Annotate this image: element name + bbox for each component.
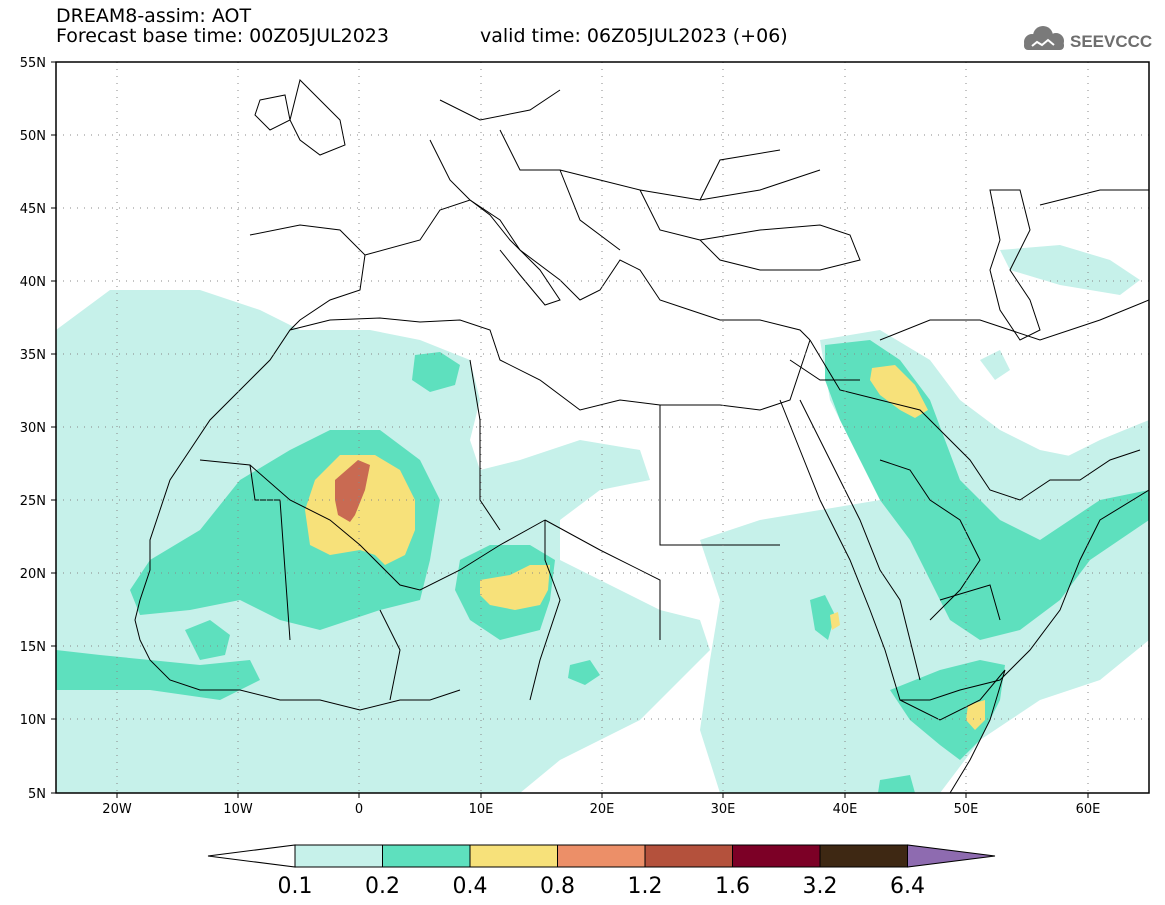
lat-label: 40N: [20, 275, 46, 290]
coastlines-borders: [134, 79, 1149, 793]
lat-label: 50N: [20, 129, 46, 144]
cloud-icon: [1024, 26, 1064, 50]
forecast-base-time: Forecast base time: 00Z05JUL2023: [56, 25, 389, 47]
graticule: [56, 62, 1149, 793]
lat-label: 15N: [20, 640, 46, 655]
lat-label: 30N: [20, 421, 46, 436]
map-title: DREAM8-assim: AOT: [56, 5, 252, 27]
lat-label: 35N: [20, 348, 46, 363]
lat-label: 45N: [20, 202, 46, 217]
lon-label: 0: [355, 802, 363, 817]
lon-label: 20E: [590, 802, 615, 817]
valid-time: valid time: 06Z05JUL2023 (+06): [480, 25, 788, 47]
lat-label: 5N: [28, 787, 46, 802]
lon-label: 10E: [469, 802, 494, 817]
lon-label: 50E: [954, 802, 979, 817]
lat-label: 25N: [20, 494, 46, 509]
axis-ticks: [51, 61, 1089, 798]
lon-label: 30E: [711, 802, 736, 817]
aot-contour-0.4: [305, 365, 985, 730]
map-field: [56, 62, 1149, 793]
seevccc-logo: SEEVCCC: [1024, 26, 1152, 51]
lon-label: 60E: [1076, 802, 1101, 817]
lon-label: 20W: [102, 802, 132, 817]
lon-label: 40E: [833, 802, 858, 817]
logo-text: SEEVCCC: [1070, 32, 1152, 51]
lat-label: 10N: [20, 713, 46, 728]
aot-contour-1.2: [335, 460, 370, 522]
lon-label: 10W: [223, 802, 253, 817]
lon-labels: 20W 10W 0 10E 20E 30E 40E 50E 60E: [102, 802, 1100, 817]
lat-labels: 55N 50N 45N 40N 35N 30N 25N 20N 15N 10N …: [20, 56, 46, 802]
lat-label: 20N: [20, 567, 46, 582]
lat-label: 55N: [20, 56, 46, 71]
